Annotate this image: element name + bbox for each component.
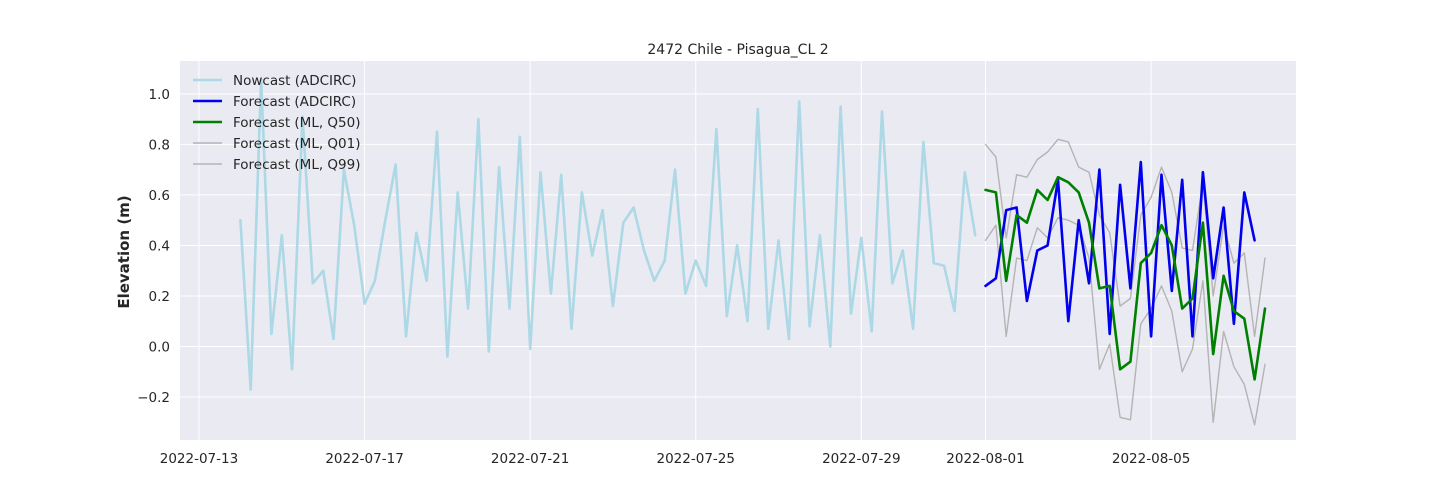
legend: Nowcast (ADCIRC) Forecast (ADCIRC) Forecas… <box>193 73 361 173</box>
x-tick-label: 2022-07-17 <box>325 451 403 467</box>
y-tick-label: −0.2 <box>137 390 170 406</box>
chart-title: 2472 Chile - Pisagua_CL 2 <box>647 42 828 58</box>
x-tick-label: 2022-07-29 <box>822 451 900 467</box>
legend-label: Nowcast (ADCIRC) <box>233 73 356 89</box>
y-tick-label: 0.6 <box>149 188 170 204</box>
series-line-0 <box>239 77 977 391</box>
series-line-3 <box>984 217 1266 426</box>
y-tick-label: 1.0 <box>149 87 170 103</box>
legend-label: Forecast (ML, Q01) <box>233 136 361 152</box>
series-lines <box>239 77 1267 426</box>
y-axis-label: Elevation (m) <box>115 195 133 308</box>
y-tick-label: 0.8 <box>149 137 170 153</box>
x-tick-label: 2022-07-25 <box>657 451 735 467</box>
series-line-1 <box>984 160 1256 338</box>
y-tick-label: 0.2 <box>149 289 170 305</box>
tick-labels: 2022-07-13 2022-07-17 2022-07-21 2022-07-25… <box>137 87 1190 467</box>
y-tick-label: 0.0 <box>149 340 170 356</box>
series-line-2 <box>984 175 1267 381</box>
series-line-4 <box>984 138 1266 338</box>
legend-label: Forecast (ML, Q50) <box>233 115 361 131</box>
y-tick-label: 0.4 <box>149 238 170 254</box>
x-tick-label: 2022-07-13 <box>160 451 238 467</box>
legend-label: Forecast (ADCIRC) <box>233 94 356 110</box>
x-tick-label: 2022-08-05 <box>1112 451 1190 467</box>
legend-label: Forecast (ML, Q99) <box>233 157 361 173</box>
x-tick-label: 2022-07-21 <box>491 451 569 467</box>
x-tick-label: 2022-08-01 <box>946 451 1024 467</box>
